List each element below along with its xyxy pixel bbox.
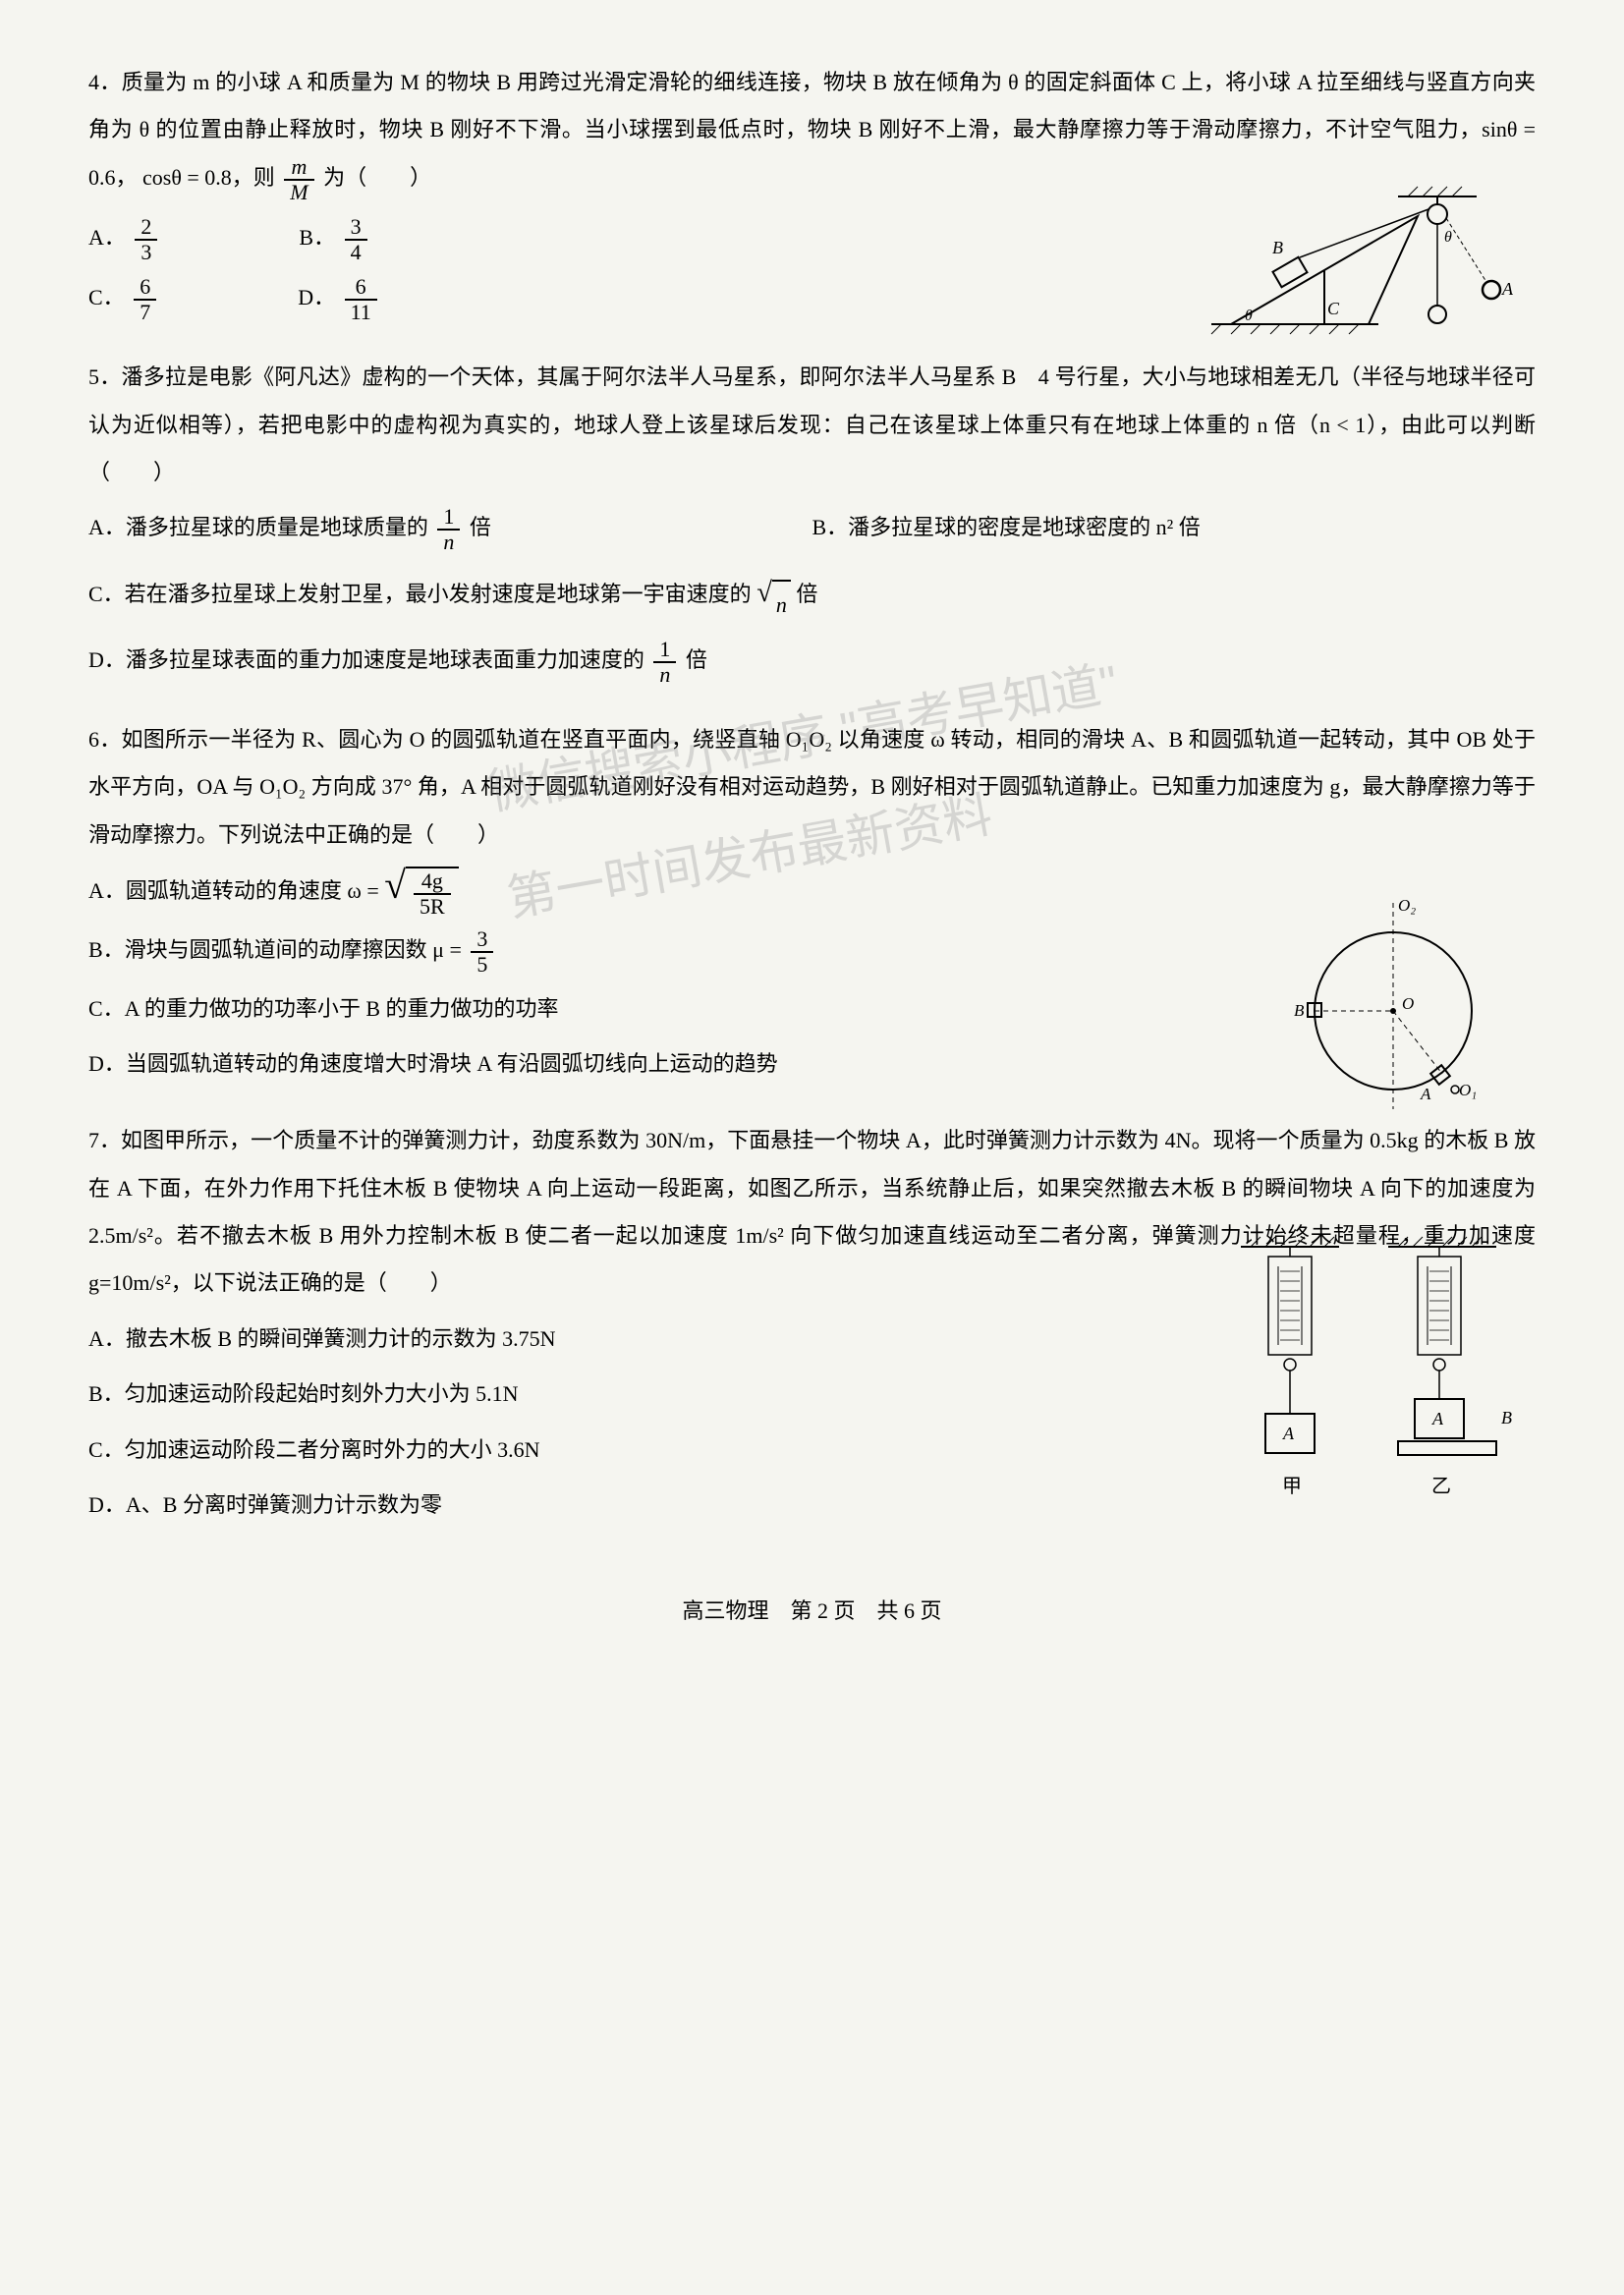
question-7: A 甲 A B 乙 7．如图甲所示，一个质量不计的弹簧测力计，劲度系数为 30N… <box>88 1117 1536 1529</box>
label-theta1: θ <box>1245 308 1253 324</box>
label-C: C <box>1327 299 1340 318</box>
q5-optB: B．潘多拉星球的密度是地球密度的 n² 倍 <box>812 504 1537 554</box>
q5-options-AB: A．潘多拉星球的质量是地球质量的 1n 倍 B．潘多拉星球的密度是地球密度的 n… <box>88 496 1536 562</box>
label-cap2: 乙 <box>1431 1476 1451 1497</box>
q5-optC: C．若在潘多拉星球上发射卫星，最小发射速度是地球第一宇宙速度的 √n 倍 <box>88 571 1536 629</box>
label-cap1: 甲 <box>1282 1476 1302 1497</box>
q4-frac-mM: m M <box>284 155 313 204</box>
label-B: B <box>1272 238 1283 257</box>
label-theta2: θ <box>1444 229 1452 246</box>
page-footer: 高三物理 第 2 页 共 6 页 <box>88 1588 1536 1635</box>
q4-optB: B． 34 <box>299 214 370 264</box>
label-A1: A <box>1282 1424 1295 1443</box>
label-A: A <box>1501 279 1514 299</box>
figure-q6: O₂ O B A O₁ <box>1280 893 1506 1136</box>
q5-optA: A．潘多拉星球的质量是地球质量的 1n 倍 <box>88 504 812 554</box>
figure-q7: A 甲 A B 乙 <box>1211 1227 1526 1529</box>
q5-stem: 5．潘多拉是电影《阿凡达》虚构的一个天体，其属于阿尔法半人马星系，即阿尔法半人马… <box>88 354 1536 496</box>
label-O2: O₂ <box>1398 896 1416 915</box>
label-A2: A <box>1431 1409 1444 1428</box>
label-O: O <box>1402 994 1414 1013</box>
q4-stem-text2: 为（ ） <box>323 165 431 190</box>
question-6: 微信搜索小程序 "高考早知道" 第一时间发布最新资料 O₂ O B A O₁ 6… <box>88 716 1536 1088</box>
q4-optA: A． 23 <box>88 214 161 264</box>
q6-stem: 6．如图所示一半径为 R、圆心为 O 的圆弧轨道在竖直平面内，绕竖直轴 O₁O₂… <box>88 716 1536 859</box>
question-5: 5．潘多拉是电影《阿凡达》虚构的一个天体，其属于阿尔法半人马星系，即阿尔法半人马… <box>88 354 1536 687</box>
label-B: B <box>1294 1001 1305 1020</box>
label-A: A <box>1420 1085 1431 1103</box>
q4-optD: D． 611 <box>298 274 381 324</box>
q5-optD: D．潘多拉星球表面的重力加速度是地球表面重力加速度的 1n 倍 <box>88 637 1536 687</box>
figure-q4: B C θ A θ <box>1202 177 1516 361</box>
label-O1: O₁ <box>1459 1081 1477 1099</box>
q4-optC: C． 67 <box>88 274 160 324</box>
question-4: B C θ A θ 4．质量为 m 的小球 A 和质量为 M 的物块 B 用跨过… <box>88 59 1536 324</box>
label-B2: B <box>1501 1408 1512 1427</box>
